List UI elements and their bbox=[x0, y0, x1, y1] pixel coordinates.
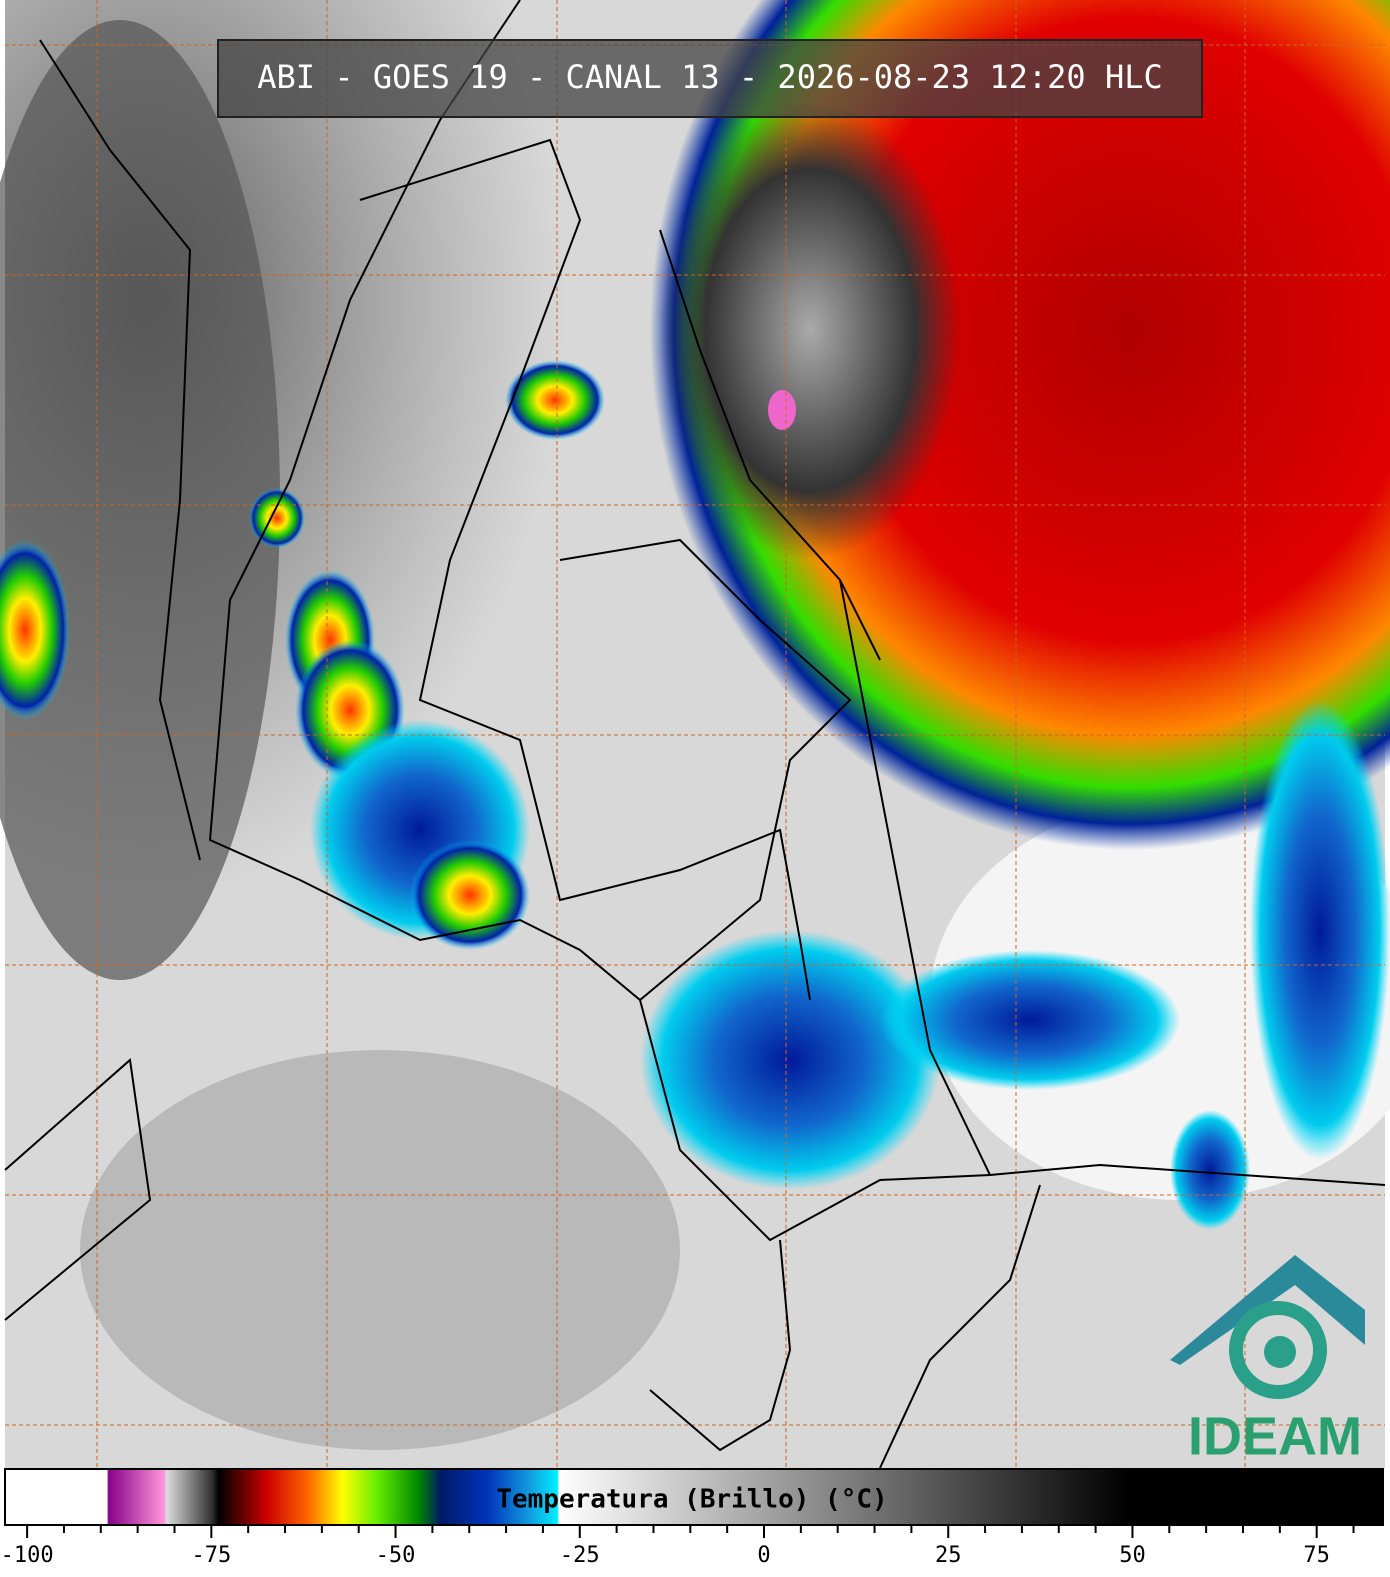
logo: IDEAM bbox=[1170, 1255, 1365, 1466]
title: ABI - GOES 19 - CANAL 13 - 2026-08-23 12… bbox=[257, 58, 1162, 96]
imagery bbox=[0, 0, 1390, 1469]
colorbar-axis: -100 -75 -50 -25 0 25 50 75 bbox=[1, 1526, 1355, 1568]
tick-label: -100 bbox=[1, 1543, 54, 1568]
tick-label: -25 bbox=[560, 1543, 600, 1568]
logo-text: IDEAM bbox=[1188, 1406, 1362, 1466]
tick-label: 50 bbox=[1119, 1543, 1146, 1568]
colorbar-label: Temperatura (Brillo) (°C) bbox=[496, 1485, 887, 1515]
title-box bbox=[217, 39, 1203, 118]
tick-label: 25 bbox=[935, 1543, 962, 1568]
tick-label: 0 bbox=[757, 1543, 770, 1568]
colorbar bbox=[4, 1468, 1384, 1526]
tick-label: 75 bbox=[1303, 1543, 1330, 1568]
tick-label: -50 bbox=[376, 1543, 416, 1568]
tick-label: -75 bbox=[191, 1543, 231, 1568]
